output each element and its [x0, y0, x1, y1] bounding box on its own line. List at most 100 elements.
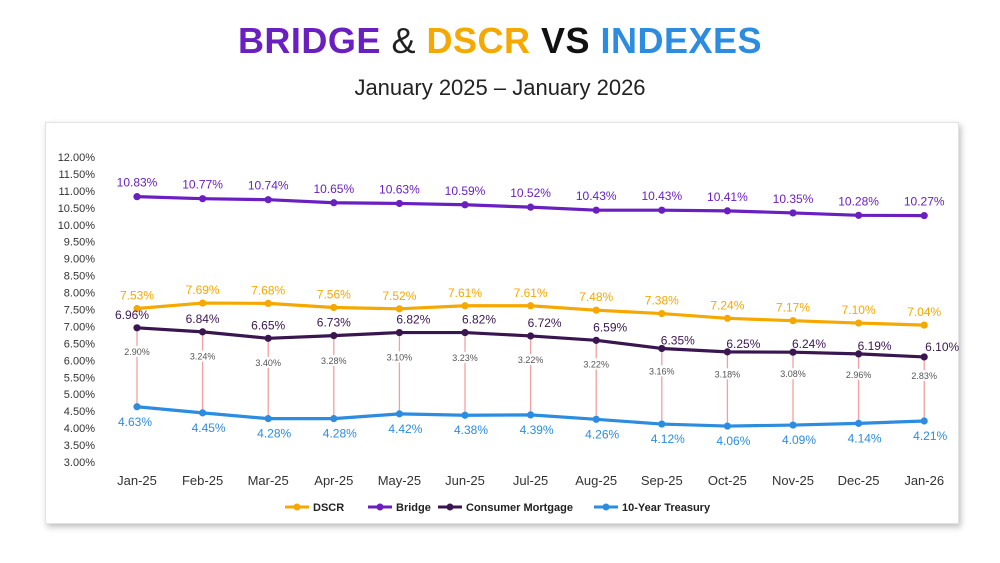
data-label-bridge: 10.35%	[773, 192, 814, 206]
title-dscr: DSCR	[426, 20, 531, 61]
data-point	[264, 415, 272, 423]
data-label-dscr: 7.68%	[251, 283, 285, 297]
data-label-dscr: 7.17%	[776, 301, 810, 315]
y-tick-label: 5.00%	[64, 389, 95, 401]
data-label-dscr: 7.53%	[120, 288, 154, 302]
data-label-dscr: 7.10%	[842, 303, 876, 317]
y-tick-label: 9.50%	[64, 237, 95, 249]
data-point	[395, 410, 403, 418]
data-point	[330, 303, 338, 312]
spread-label-bg	[909, 370, 940, 382]
data-point	[264, 334, 272, 342]
data-point	[199, 409, 207, 417]
data-label-bridge: 10.52%	[510, 186, 551, 200]
data-label-bridge: 10.28%	[838, 194, 879, 208]
y-tick-label: 3.50%	[64, 440, 95, 452]
data-point	[527, 332, 535, 340]
legend-marker	[376, 503, 384, 511]
data-label-treasury: 4.45%	[192, 421, 226, 435]
data-point	[527, 203, 535, 211]
legend-marker	[602, 503, 610, 511]
data-point	[920, 353, 928, 361]
data-point	[920, 417, 928, 425]
spread-label: 3.08%	[780, 369, 806, 379]
data-point	[461, 201, 469, 209]
data-label-bridge: 10.65%	[313, 182, 354, 196]
y-tick-label: 7.50%	[64, 305, 95, 317]
spread-label: 2.96%	[846, 370, 872, 380]
title-bridge: BRIDGE	[237, 20, 381, 61]
data-point	[133, 403, 141, 411]
spread-label: 3.23%	[452, 353, 478, 363]
x-tick-label: Sep-25	[641, 473, 683, 488]
spread-label-bg	[581, 358, 612, 370]
spread-label-bg	[515, 353, 546, 365]
spread-label: 3.16%	[649, 366, 675, 376]
data-point	[133, 193, 141, 201]
x-tick-label: Nov-25	[772, 473, 814, 488]
data-point	[723, 348, 732, 356]
data-label-bridge: 10.77%	[182, 178, 223, 192]
title-indexes: INDEXES	[600, 20, 763, 61]
data-label-treasury: 4.14%	[848, 431, 882, 445]
data-label-mortgage: 6.84%	[186, 312, 220, 326]
y-tick-label: 9.00%	[64, 254, 95, 266]
data-point	[920, 321, 928, 329]
title-vs: VS	[530, 20, 601, 61]
data-point	[855, 211, 863, 219]
data-label-mortgage: 6.73%	[317, 316, 351, 330]
legend-label: Consumer Mortgage	[466, 502, 573, 514]
data-label-dscr: 7.61%	[514, 286, 548, 300]
data-point	[133, 304, 141, 313]
data-label-dscr: 7.04%	[907, 305, 941, 319]
data-label-treasury: 4.38%	[454, 423, 488, 437]
data-label-mortgage: 6.82%	[462, 313, 496, 327]
spread-label-bg	[450, 351, 480, 363]
data-label-bridge: 10.27%	[904, 195, 945, 209]
data-point	[395, 305, 403, 313]
data-point	[789, 317, 797, 325]
spread-label: 3.22%	[518, 355, 544, 365]
x-tick-label: Jan-25	[117, 473, 157, 488]
data-label-treasury: 4.06%	[716, 434, 750, 448]
data-label-treasury: 4.39%	[520, 423, 554, 437]
data-point	[330, 199, 338, 207]
data-label-mortgage: 6.82%	[396, 313, 430, 327]
spread-label-bg	[712, 368, 743, 380]
data-point	[723, 314, 732, 322]
data-label-treasury: 4.26%	[585, 427, 619, 441]
spread-label: 3.10%	[387, 352, 413, 362]
data-point	[855, 419, 863, 427]
data-point	[855, 350, 863, 358]
title-amp: &	[380, 20, 427, 61]
y-tick-label: 8.00%	[64, 288, 95, 300]
data-point	[330, 415, 338, 423]
data-point	[658, 309, 666, 318]
data-label-bridge: 10.74%	[248, 179, 289, 193]
y-tick-label: 10.00%	[58, 220, 96, 232]
data-point	[658, 420, 666, 428]
spread-label: 3.18%	[715, 369, 741, 379]
data-label-treasury: 4.28%	[323, 427, 357, 441]
y-tick-label: 11.50%	[59, 169, 96, 181]
data-label-treasury: 4.63%	[118, 415, 152, 429]
x-tick-label: Jul-25	[513, 473, 548, 488]
data-point	[723, 207, 732, 215]
data-point	[199, 195, 207, 203]
data-label-bridge: 10.41%	[707, 190, 748, 204]
spread-label: 2.90%	[124, 347, 150, 357]
data-label-dscr: 7.24%	[710, 298, 744, 312]
x-tick-label: Apr-25	[314, 473, 353, 488]
data-point	[855, 319, 863, 327]
y-tick-label: 11.00%	[59, 186, 96, 198]
spread-label-bg	[122, 345, 152, 357]
x-tick-label: Feb-25	[182, 473, 223, 488]
data-label-dscr: 7.38%	[645, 294, 679, 308]
y-tick-label: 8.50%	[64, 271, 95, 283]
x-tick-label: Aug-25	[575, 473, 617, 488]
data-point	[330, 331, 338, 340]
data-point	[658, 344, 666, 353]
legend-label: Bridge	[396, 502, 431, 514]
data-point	[527, 302, 535, 310]
data-label-dscr: 7.52%	[382, 289, 416, 303]
